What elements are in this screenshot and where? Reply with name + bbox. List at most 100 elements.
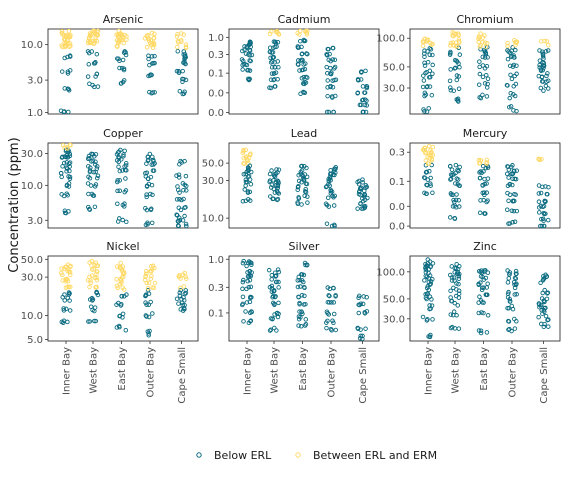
data-point <box>537 65 542 70</box>
data-point <box>300 311 305 316</box>
data-point <box>428 47 434 52</box>
data-point <box>326 109 332 115</box>
data-point <box>241 61 247 67</box>
data-point <box>174 197 180 202</box>
data-point <box>449 167 455 172</box>
data-point <box>422 48 427 53</box>
data-point <box>324 309 330 314</box>
data-point <box>246 77 252 82</box>
data-point <box>360 336 365 342</box>
data-point <box>509 171 514 177</box>
data-point <box>296 195 301 200</box>
data-point <box>485 313 491 318</box>
data-point <box>176 175 182 180</box>
data-point <box>94 271 99 276</box>
y-tick-label: 30.0 <box>21 273 43 284</box>
data-point <box>68 284 73 290</box>
data-point <box>456 61 461 66</box>
data-point <box>483 292 489 297</box>
data-point <box>514 108 519 114</box>
data-point <box>543 199 548 204</box>
data-point <box>478 158 483 163</box>
data-point <box>117 324 122 330</box>
data-point <box>482 48 487 53</box>
data-point <box>149 182 155 188</box>
data-point <box>358 77 364 82</box>
data-point <box>176 172 182 177</box>
data-point <box>61 306 66 311</box>
data-point <box>61 160 67 166</box>
data-point <box>506 318 511 324</box>
data-point <box>331 203 337 208</box>
data-point <box>89 267 95 272</box>
data-point <box>177 190 182 195</box>
data-point <box>355 325 360 331</box>
data-point <box>241 319 246 324</box>
data-point <box>268 85 274 91</box>
data-point <box>536 199 542 204</box>
legend-marker-between-erl-erm <box>295 452 301 458</box>
panel-copper: Copper 3.0 10.0 30.0 <box>21 127 199 229</box>
data-point <box>149 72 154 78</box>
data-point <box>248 181 254 187</box>
data-point <box>511 208 517 214</box>
data-point <box>182 302 187 308</box>
data-point <box>246 173 252 179</box>
data-point <box>269 71 275 76</box>
data-point <box>302 193 307 199</box>
data-point <box>144 271 149 276</box>
data-point <box>537 48 542 53</box>
data-point <box>94 269 100 274</box>
data-point <box>299 75 305 81</box>
data-point <box>455 303 461 308</box>
data-point <box>180 302 185 308</box>
data-point <box>514 292 519 297</box>
data-point <box>270 196 275 202</box>
data-point <box>121 153 126 159</box>
data-point <box>303 181 309 186</box>
data-point <box>452 270 457 275</box>
data-point <box>453 293 459 299</box>
data-point <box>143 313 149 318</box>
data-point <box>541 203 547 209</box>
data-point <box>296 184 301 189</box>
data-point <box>246 52 251 57</box>
data-point <box>449 278 455 283</box>
data-point <box>88 183 94 188</box>
data-point <box>505 40 510 46</box>
data-point <box>356 310 361 316</box>
data-point <box>483 268 488 273</box>
data-point <box>477 35 482 40</box>
data-point <box>65 166 70 171</box>
data-point <box>325 78 330 83</box>
panel-frame <box>228 142 380 229</box>
data-point <box>429 297 434 302</box>
data-point <box>543 211 548 216</box>
data-point <box>183 44 189 50</box>
data-point <box>422 145 428 151</box>
data-point <box>184 188 189 193</box>
data-point <box>360 177 365 182</box>
panel-nickel: Nickel 5.0 10.0 30.0 50.0 <box>21 240 199 346</box>
data-point <box>422 54 427 59</box>
data-point <box>90 158 96 164</box>
data-point <box>299 309 304 314</box>
data-point <box>240 199 246 204</box>
data-point <box>304 174 310 180</box>
panel-title: Mercury <box>463 127 508 140</box>
data-point <box>297 309 302 314</box>
data-point <box>448 88 454 93</box>
data-point <box>543 49 549 54</box>
data-point <box>149 54 155 59</box>
data-point <box>450 40 456 45</box>
legend-marker-below-erl <box>196 452 202 458</box>
x-tick-label-east-bay: East Bay <box>117 347 128 391</box>
data-point <box>114 32 119 37</box>
data-point <box>271 186 277 192</box>
data-point <box>181 196 186 202</box>
data-point <box>122 148 127 154</box>
data-point <box>67 153 73 159</box>
data-point <box>120 57 126 63</box>
data-point <box>505 83 510 88</box>
data-point <box>457 263 462 269</box>
